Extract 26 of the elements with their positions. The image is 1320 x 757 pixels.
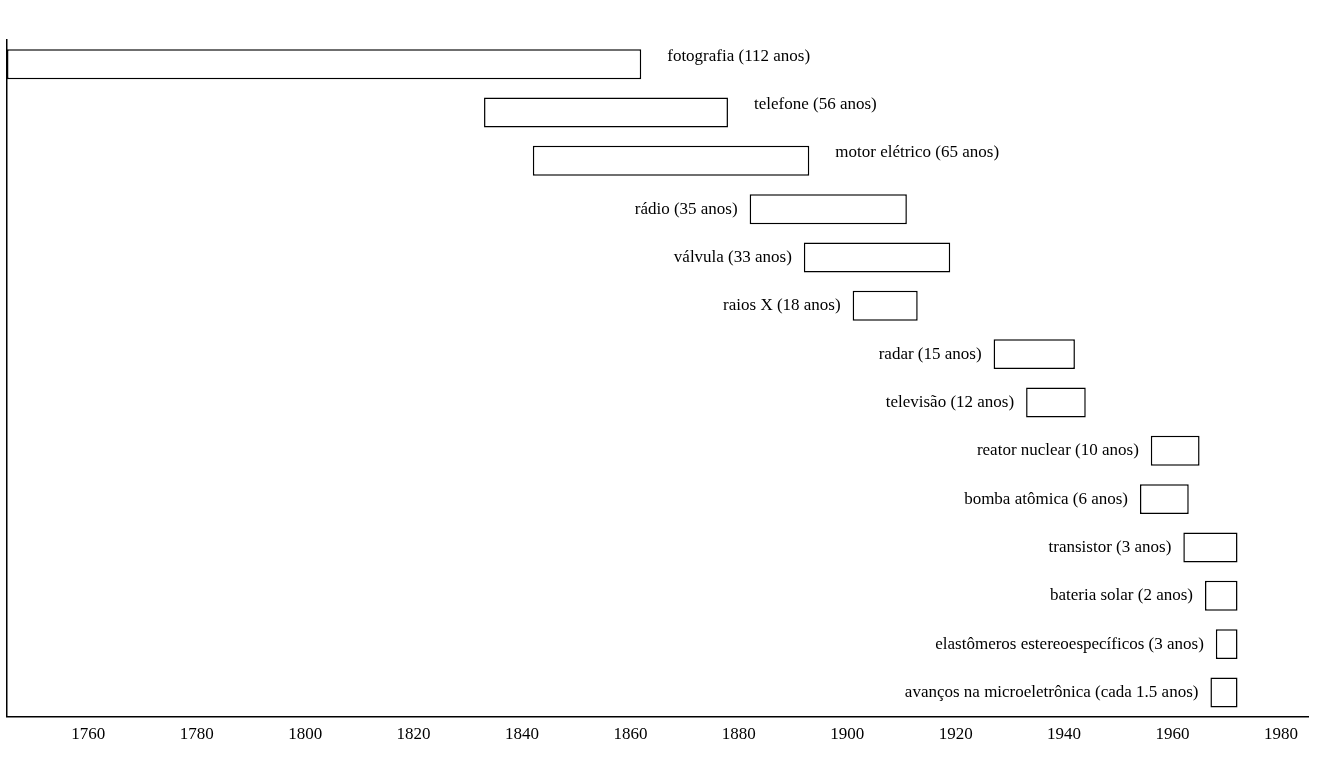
x-tick-label: 1940 xyxy=(1047,724,1082,744)
y-tick-label: elastômeros estereoespecíficos (3 anos) xyxy=(935,633,1204,653)
y-tick-label: reator nuclear (10 anos) xyxy=(976,440,1139,460)
x-tick-label: 1780 xyxy=(179,724,214,744)
x-tick-label: 1900 xyxy=(830,724,865,744)
y-tick-label: bomba atômica (6 anos) xyxy=(964,488,1128,508)
x-tick-label: 1960 xyxy=(1155,724,1190,744)
y-tick-label: válvula (33 anos) xyxy=(673,246,792,266)
y-tick-label: telefone (56 anos) xyxy=(753,93,877,113)
x-tick-label: 1860 xyxy=(613,724,648,744)
y-tick-label: fotografia (112 anos) xyxy=(667,45,811,65)
x-tick-label: 1800 xyxy=(288,724,323,744)
y-tick-label: televisão (12 anos) xyxy=(885,391,1015,411)
y-tick-label: avanços na microeletrônica (cada 1.5 anos) xyxy=(904,681,1199,701)
y-tick-label: rádio (35 anos) xyxy=(634,198,738,218)
y-tick-label: raios X (18 anos) xyxy=(723,295,841,315)
y-tick-label: motor elétrico (65 anos) xyxy=(835,142,1000,162)
x-tick-label: 1760 xyxy=(71,724,106,744)
y-tick-label: bateria solar (2 anos) xyxy=(1049,585,1193,605)
y-tick-label: transistor (3 anos) xyxy=(1048,536,1172,556)
x-tick-label: 1880 xyxy=(721,724,756,744)
x-tick-label: 1840 xyxy=(504,724,539,744)
x-tick-label: 1980 xyxy=(1263,724,1298,744)
x-tick-label: 1920 xyxy=(938,724,973,744)
x-tick-label: 1820 xyxy=(396,724,431,744)
y-tick-label: radar (15 anos) xyxy=(878,343,982,363)
